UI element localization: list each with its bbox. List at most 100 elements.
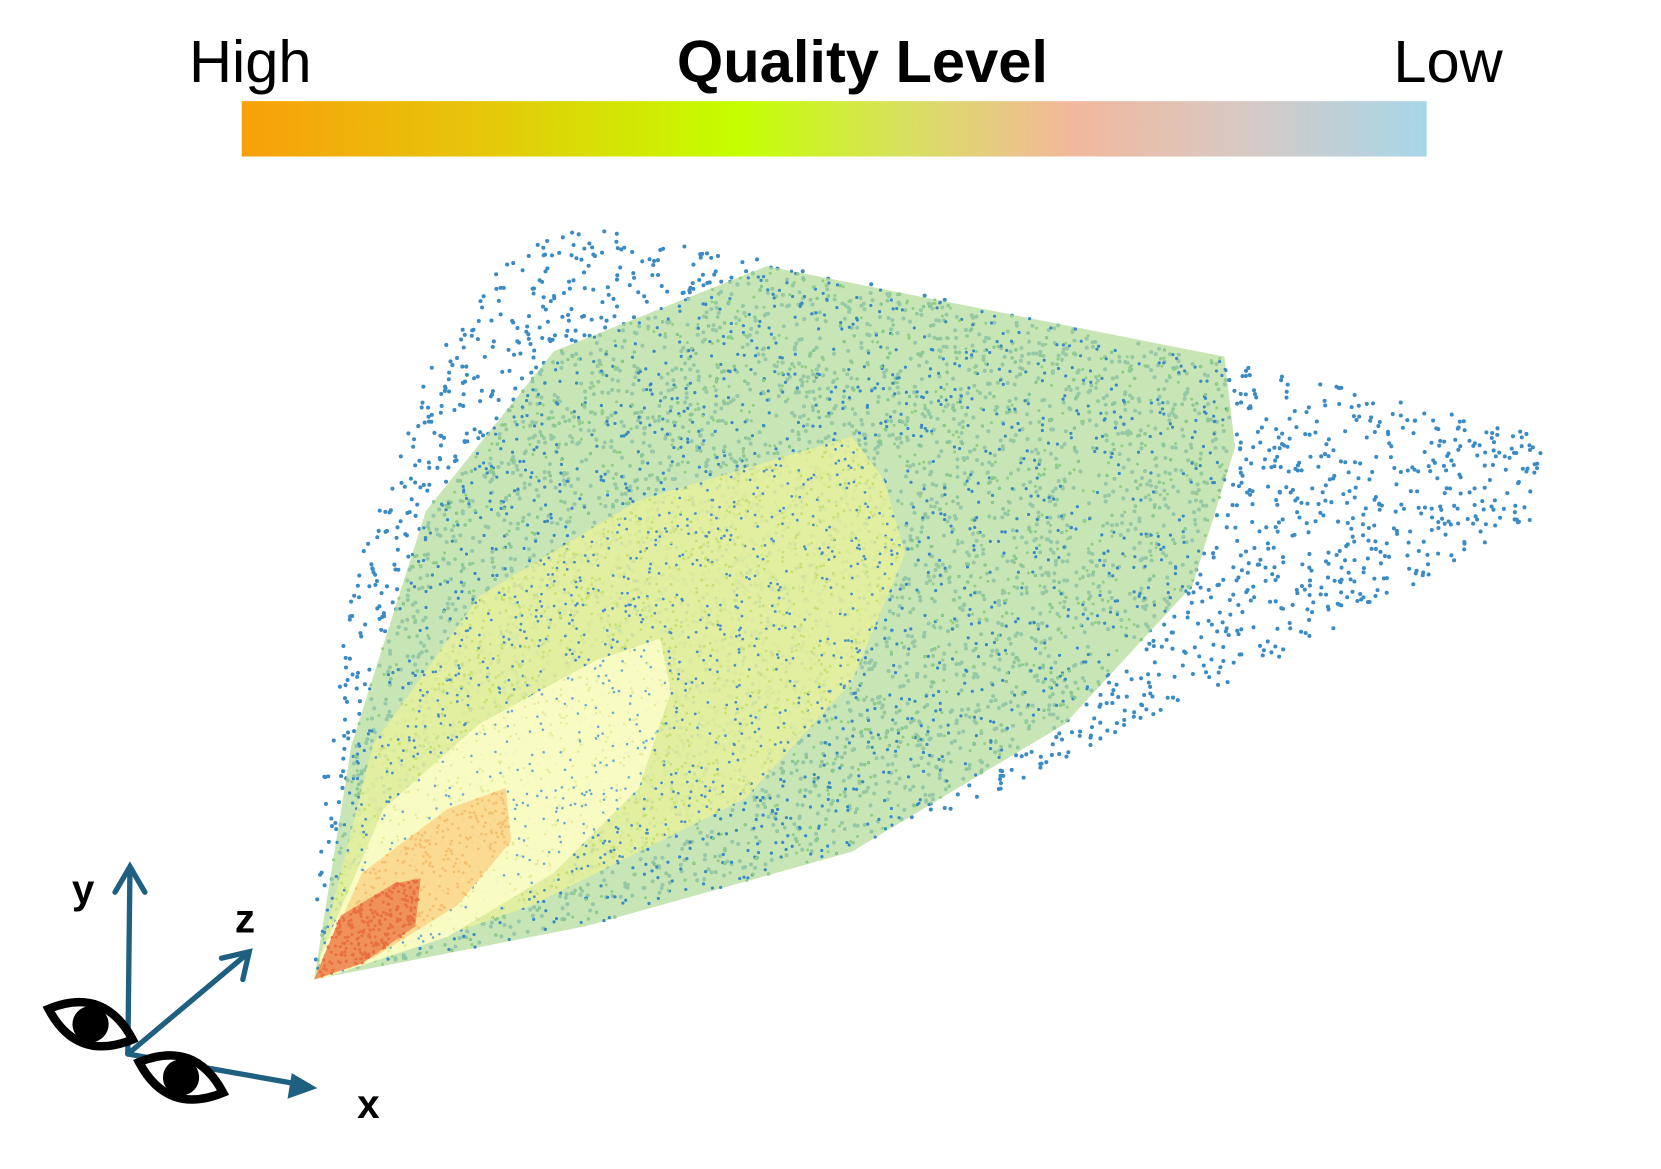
- point: [1444, 468, 1449, 473]
- point: [1078, 729, 1083, 734]
- point: [1284, 485, 1289, 490]
- point: [1238, 470, 1243, 475]
- point: [357, 595, 362, 600]
- point: [472, 427, 477, 432]
- point: [687, 348, 691, 353]
- point: [1271, 545, 1276, 550]
- point: [740, 260, 745, 265]
- point: [1351, 414, 1356, 419]
- point: [1483, 450, 1488, 455]
- point: [418, 946, 422, 951]
- point: [1147, 641, 1152, 646]
- point: [479, 388, 484, 393]
- point: [1366, 525, 1371, 530]
- point: [341, 769, 346, 774]
- point: [427, 482, 432, 487]
- point: [411, 444, 416, 449]
- point: [1259, 425, 1264, 430]
- point: [390, 486, 395, 491]
- point: [1512, 510, 1517, 515]
- point: [582, 246, 587, 251]
- point: [515, 339, 520, 344]
- point: [630, 249, 635, 255]
- point: [513, 386, 518, 391]
- point: [1367, 599, 1372, 604]
- point: [337, 684, 342, 689]
- point: [1290, 487, 1295, 492]
- point: [1329, 500, 1334, 505]
- point: [1275, 502, 1280, 507]
- point: [1319, 585, 1324, 590]
- point: [1462, 428, 1467, 433]
- point: [1345, 500, 1350, 505]
- point: [510, 318, 515, 323]
- point: [1345, 520, 1350, 525]
- point: [464, 364, 469, 369]
- point: [1277, 654, 1282, 659]
- point: [1299, 583, 1304, 589]
- point: [1189, 600, 1194, 605]
- point: [377, 616, 382, 621]
- point: [1310, 610, 1315, 615]
- point: [1227, 598, 1232, 603]
- point: [1407, 566, 1412, 571]
- point: [1158, 707, 1163, 712]
- point: [426, 414, 431, 419]
- point: [1239, 627, 1244, 632]
- point: [557, 250, 562, 255]
- point: [600, 300, 605, 305]
- point: [595, 444, 599, 448]
- point: [1359, 597, 1364, 602]
- point: [1284, 395, 1289, 400]
- point: [408, 476, 413, 481]
- point: [1172, 674, 1177, 679]
- point: [713, 269, 718, 274]
- point: [551, 293, 557, 298]
- point: [599, 315, 604, 320]
- point: [1267, 448, 1272, 453]
- point: [614, 231, 619, 236]
- point: [1262, 457, 1268, 462]
- point: [665, 289, 670, 294]
- point: [1249, 461, 1254, 466]
- point: [1472, 441, 1477, 446]
- point: [1265, 639, 1270, 644]
- point: [1303, 432, 1308, 437]
- point: [586, 263, 591, 268]
- point: [1040, 379, 1044, 383]
- point: [1394, 482, 1399, 487]
- point: [1303, 631, 1308, 636]
- point: [532, 348, 537, 353]
- point: [1308, 578, 1313, 583]
- point: [1198, 572, 1203, 577]
- point: [1288, 626, 1293, 631]
- point: [1190, 435, 1194, 440]
- point: [340, 785, 345, 790]
- point: [1231, 660, 1236, 665]
- point: [1369, 546, 1374, 551]
- point: [1293, 466, 1298, 471]
- point: [1000, 769, 1005, 774]
- point: [1144, 647, 1149, 652]
- point: [615, 246, 620, 251]
- point: [1172, 614, 1177, 619]
- point: [1455, 506, 1460, 511]
- point: [498, 285, 503, 290]
- point: [1434, 426, 1439, 431]
- point: [1419, 511, 1424, 516]
- point: [543, 307, 548, 312]
- point: [498, 312, 503, 317]
- point: [1228, 612, 1233, 617]
- point: [1234, 432, 1239, 437]
- point: [379, 627, 384, 632]
- point: [631, 271, 636, 276]
- point: [1491, 448, 1496, 453]
- point: [569, 307, 574, 312]
- point: [651, 262, 656, 268]
- point: [566, 279, 572, 284]
- point: [1257, 562, 1262, 567]
- point: [1285, 382, 1290, 387]
- point: [1430, 515, 1435, 520]
- point: [1350, 589, 1355, 594]
